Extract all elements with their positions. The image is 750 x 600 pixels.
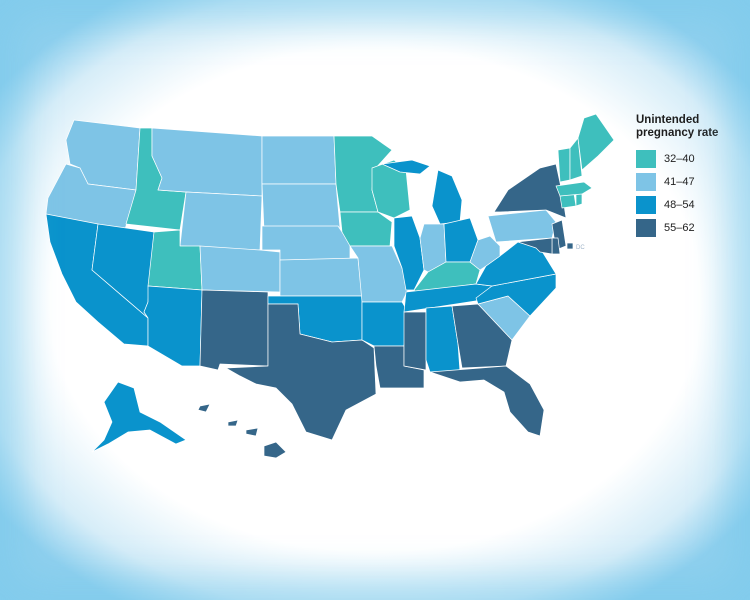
legend-label: 55–62	[664, 222, 695, 234]
state-pa	[487, 209, 557, 243]
legend-title: Unintended pregnancy rate	[636, 114, 719, 139]
state-az	[143, 285, 203, 367]
state-ak	[91, 381, 187, 453]
state-wv	[469, 235, 501, 271]
state-sd	[261, 183, 341, 231]
legend-item: 55–62	[636, 219, 740, 237]
legend-item: 32–40	[636, 150, 740, 168]
state-vt	[557, 147, 571, 183]
state-nm	[199, 289, 269, 371]
legend-item: 41–47	[636, 173, 740, 191]
legend: Unintended pregnancy rate 32–40 41–47 48…	[636, 114, 740, 242]
state-co	[199, 245, 281, 293]
legend-label: 48–54	[664, 199, 695, 211]
state-nd	[261, 135, 337, 185]
state-me	[577, 113, 615, 171]
state-tx	[225, 303, 377, 441]
state-ms	[403, 311, 427, 371]
state-mt	[151, 127, 263, 197]
state-ny	[493, 163, 567, 219]
state-hi	[197, 403, 287, 459]
state-ks	[279, 257, 363, 297]
state-mo	[349, 245, 409, 303]
state-fl	[429, 365, 545, 437]
state-ar	[361, 301, 409, 347]
dc-label: DC	[576, 245, 585, 251]
legend-label: 32–40	[664, 153, 695, 165]
legend-item: 48–54	[636, 196, 740, 214]
state-md	[499, 237, 553, 255]
legend-swatch	[636, 219, 656, 237]
state-wy	[179, 191, 263, 251]
state-ri	[575, 193, 583, 207]
legend-swatch	[636, 150, 656, 168]
legend-label: 41–47	[664, 176, 695, 188]
state-dc	[566, 242, 574, 250]
legend-swatch	[636, 173, 656, 191]
state-ma	[555, 181, 593, 197]
state-wi	[371, 159, 411, 219]
state-ia	[339, 211, 393, 247]
legend-swatch	[636, 196, 656, 214]
